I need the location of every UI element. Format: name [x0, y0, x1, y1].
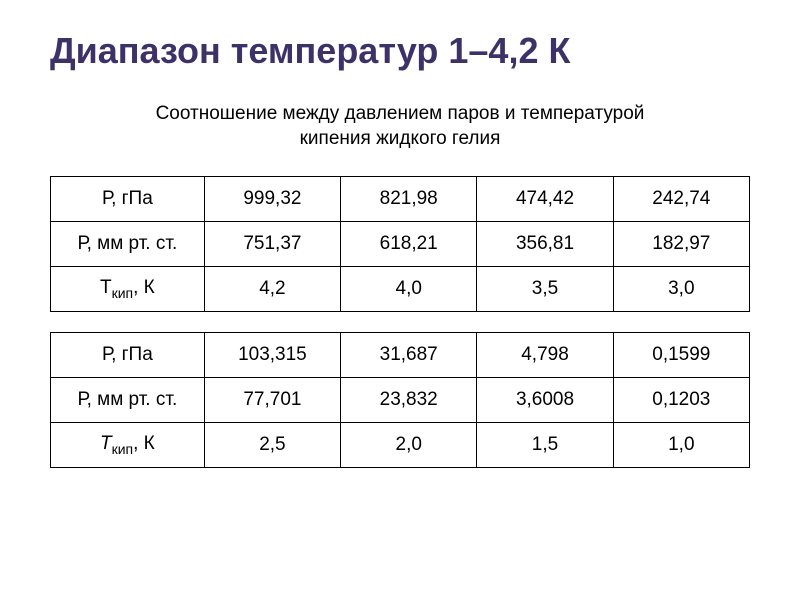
table-cell: 0,1203	[613, 378, 749, 423]
table-cell: 0,1599	[613, 333, 749, 378]
table-cell: 242,74	[613, 177, 749, 222]
row-label-t: Ткип, К	[51, 267, 205, 312]
slide-title: Диапазон температур 1–4,2 К	[50, 30, 750, 72]
table-cell: 821,98	[341, 177, 477, 222]
table-cell: 1,0	[613, 423, 749, 468]
t-prefix: Т	[100, 433, 112, 454]
table-cell: 3,6008	[477, 378, 613, 423]
data-table-2: Р, гПа 103,315 31,687 4,798 0,1599 Р, мм…	[50, 332, 750, 468]
t-suffix: , К	[133, 433, 155, 454]
table-cell: 3,0	[613, 267, 749, 312]
table-cell: 618,21	[341, 222, 477, 267]
row-label-p-mm: Р, мм рт. ст.	[51, 222, 205, 267]
row-label-t: Ткип, К	[51, 423, 205, 468]
slide-subtitle: Соотношение между давлением паров и темп…	[120, 102, 680, 151]
table-cell: 31,687	[341, 333, 477, 378]
table-cell: 2,5	[204, 423, 340, 468]
table-cell: 356,81	[477, 222, 613, 267]
table-row: Р, гПа 103,315 31,687 4,798 0,1599	[51, 333, 750, 378]
t-subscript: кип	[112, 441, 134, 457]
table-row: Ткип, К 2,5 2,0 1,5 1,0	[51, 423, 750, 468]
table-cell: 751,37	[204, 222, 340, 267]
table-cell: 77,701	[204, 378, 340, 423]
table-row: Р, мм рт. ст. 751,37 618,21 356,81 182,9…	[51, 222, 750, 267]
table-cell: 474,42	[477, 177, 613, 222]
table-cell: 23,832	[341, 378, 477, 423]
table-cell: 2,0	[341, 423, 477, 468]
table-cell: 4,0	[341, 267, 477, 312]
table-cell: 103,315	[204, 333, 340, 378]
table-row: Р, гПа 999,32 821,98 474,42 242,74	[51, 177, 750, 222]
t-subscript: кип	[112, 285, 134, 301]
t-suffix: , К	[133, 277, 155, 298]
table-cell: 182,97	[613, 222, 749, 267]
table-cell: 4,2	[204, 267, 340, 312]
table-cell: 1,5	[477, 423, 613, 468]
table-cell: 4,798	[477, 333, 613, 378]
t-prefix: Т	[100, 277, 112, 298]
table-row: Ткип, К 4,2 4,0 3,5 3,0	[51, 267, 750, 312]
table-cell: 999,32	[204, 177, 340, 222]
table-row: Р, мм рт. ст. 77,701 23,832 3,6008 0,120…	[51, 378, 750, 423]
row-label-p-gpa: Р, гПа	[51, 177, 205, 222]
row-label-p-mm: Р, мм рт. ст.	[51, 378, 205, 423]
table-cell: 3,5	[477, 267, 613, 312]
slide-container: Диапазон температур 1–4,2 К Соотношение …	[0, 0, 800, 528]
data-table-1: Р, гПа 999,32 821,98 474,42 242,74 Р, мм…	[50, 176, 750, 312]
row-label-p-gpa: Р, гПа	[51, 333, 205, 378]
